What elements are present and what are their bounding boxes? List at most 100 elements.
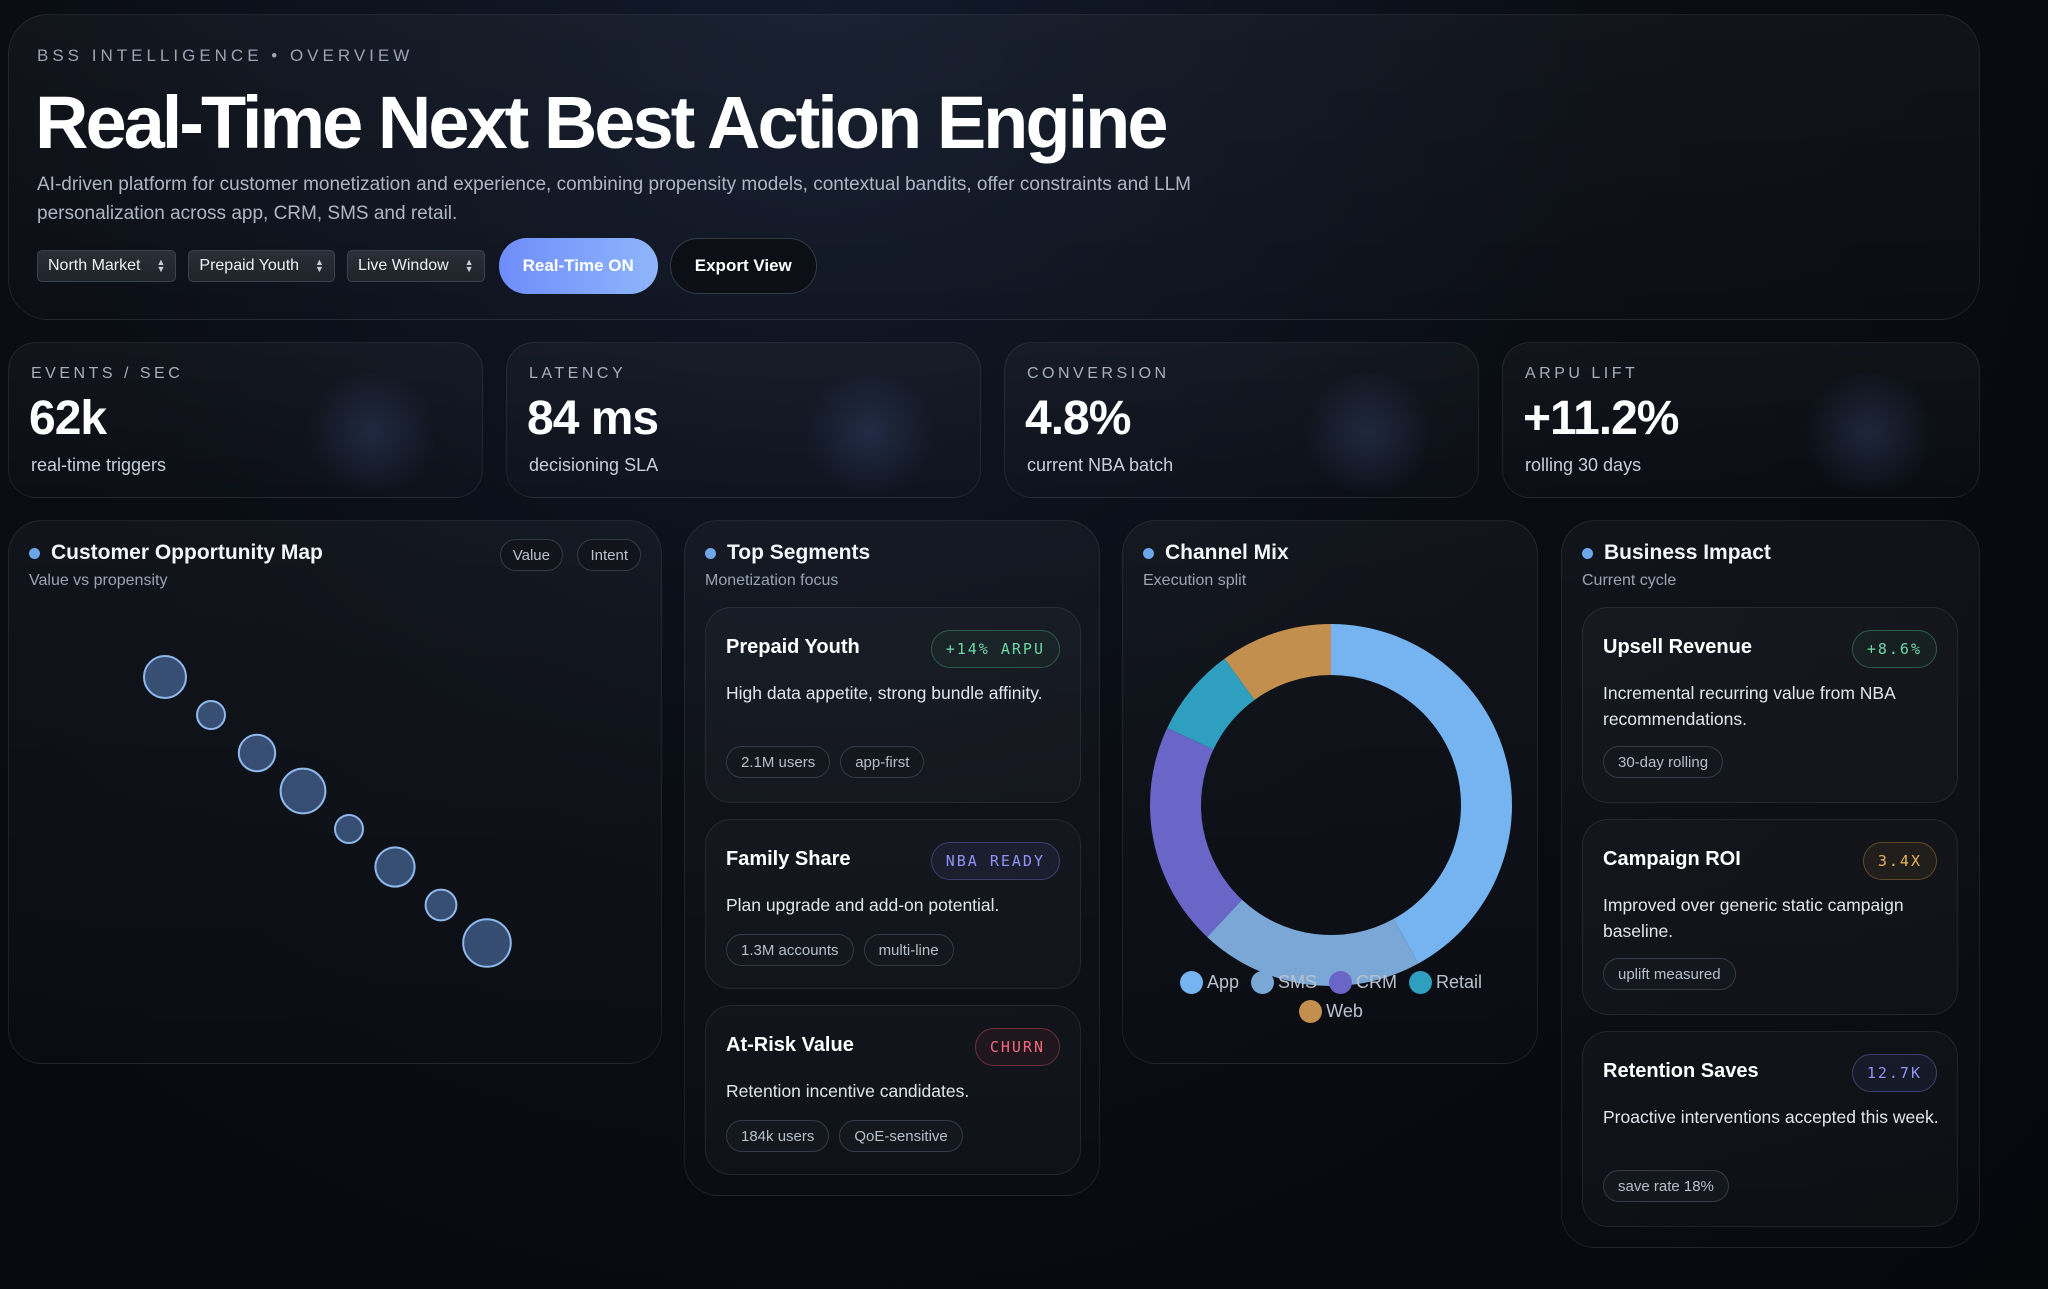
section-dot-icon [1143,548,1154,559]
impact-pill: 30-day rolling [1603,746,1724,778]
impact-title: Upsell Revenue [1603,636,1752,658]
impact-pills: 30-day rolling [1603,746,1733,778]
impact-title: Retention Saves [1603,1060,1759,1082]
segment-card-at-risk[interactable]: At-Risk Value CHURN Retention incentive … [705,1005,1081,1175]
legend-swatch [1250,971,1274,994]
segment-select[interactable]: Prepaid Youth ▲ ▼ [188,250,335,282]
segment-select-value: Prepaid Youth [199,257,300,274]
impact-card-roi[interactable]: Campaign ROI 3.4X Improved over generic … [1582,819,1958,1015]
legend-item-crm: CRM [1329,971,1397,994]
legend-label: App [1206,972,1239,992]
legend-label: SMS [1277,972,1317,992]
kpi-value: 62k [29,392,107,445]
kpi-value: 4.8% [1025,392,1131,445]
impact-badge: 12.7K [1851,1054,1937,1092]
opportunity-map-card: Customer Opportunity Map Value vs propen… [8,520,662,1064]
section-subtitle: Current cycle [1582,572,1677,589]
value-tag[interactable]: Value [499,539,563,571]
control-bar: North Market ▲ ▼ Prepaid Youth ▲ ▼ Live Wi… [37,238,817,294]
kpi-subtext: rolling 30 days [1525,455,1642,475]
impact-description: Improved over generic static campaign ba… [1603,895,1904,941]
donut-slice-sms [1207,899,1419,987]
donut-slice-retail [1167,658,1255,750]
segment-card-family-share[interactable]: Family Share NBA READY Plan upgrade and … [705,819,1081,989]
kpi-label: EVENTS / SEC [31,365,184,382]
segment-pill: 2.1M users [726,746,831,778]
eyebrow: BSS INTELLIGENCE • OVERVIEW [37,46,414,65]
window-select[interactable]: Live Window ▲ ▼ [346,250,485,282]
scatter-point [424,888,458,922]
segment-badge: +14% ARPU [930,630,1060,668]
segment-pills: 184k users QoE-sensitive [726,1120,973,1152]
scatter-point [237,733,277,773]
impact-pill: uplift measured [1603,958,1736,990]
segment-badge: NBA READY [930,842,1060,880]
legend-label: Web [1326,1001,1363,1021]
channel-legend: App SMS CRM Retail Web [1163,971,1499,1023]
intent-tag[interactable]: Intent [577,539,641,571]
scatter-point [462,918,512,968]
segment-pill: 184k users [726,1120,830,1152]
scatter-point [143,655,187,699]
segment-title: Family Share [726,848,851,870]
scatter-point [374,846,416,888]
select-arrows-icon: ▲ ▼ [156,257,166,274]
impact-card-retention[interactable]: Retention Saves 12.7K Proactive interven… [1582,1031,1958,1227]
segment-title: At-Risk Value [726,1034,854,1056]
market-select-value: North Market [48,257,141,274]
legend-swatch [1299,1000,1323,1023]
kpi-subtext: real-time triggers [31,455,167,475]
segment-pills: 2.1M users app-first [726,746,934,778]
kpi-value: +11.2% [1523,392,1679,445]
segment-badge: CHURN [974,1028,1060,1066]
segment-pill: QoE-sensitive [839,1120,963,1152]
opportunity-scatter-chart [143,655,512,968]
card-glow [1298,373,1438,493]
kpi-subtext: current NBA batch [1027,455,1174,475]
select-arrows-icon: ▲ ▼ [315,257,324,274]
section-dot-icon [1582,548,1593,559]
section-subtitle: Value vs propensity [29,572,168,589]
legend-swatch [1179,971,1203,994]
section-title: Top Segments [727,541,871,564]
segment-card-prepaid-youth[interactable]: Prepaid Youth +14% ARPU High data appeti… [705,607,1081,803]
segment-pills: 1.3M accounts multi-line [726,934,964,966]
kpi-label: CONVERSION [1027,365,1170,382]
section-title: Customer Opportunity Map [51,541,323,564]
donut-slice-crm [1150,727,1243,937]
hero-panel: BSS INTELLIGENCE • OVERVIEW Real-Time Ne… [8,14,1980,320]
export-view-button[interactable]: Export View [669,238,817,294]
legend-item-retail: Retail [1409,971,1482,994]
card-glow [1799,373,1939,493]
impact-title: Campaign ROI [1603,848,1741,870]
impact-pill: save rate 18% [1603,1170,1729,1202]
segment-title: Prepaid Youth [726,636,860,658]
impact-card-upsell[interactable]: Upsell Revenue +8.6% Incremental recurri… [1582,607,1958,803]
scatter-point [334,814,364,844]
realtime-toggle-button[interactable]: Real-Time ON [498,238,658,294]
page-description: AI-driven platform for customer monetiza… [37,174,1191,224]
legend-item-app: App [1179,971,1239,994]
section-title: Channel Mix [1165,541,1289,564]
kpi-subtext: decisioning SLA [529,455,659,475]
section-dot-icon [705,548,716,559]
section-subtitle: Monetization focus [705,572,839,589]
kpi-label: ARPU LIFT [1525,365,1639,382]
segment-pill: 1.3M accounts [726,934,854,966]
window-select-value: Live Window [357,257,449,274]
donut-slice-web [1224,624,1331,700]
kpi-label: LATENCY [529,365,627,382]
legend-label: Retail [1436,972,1483,992]
legend-item-web: Web [1299,1000,1363,1023]
market-select[interactable]: North Market ▲ ▼ [37,250,177,282]
impact-description: Incremental recurring value from NBA rec… [1603,683,1895,729]
scatter-point [279,767,327,815]
kpi-value: 84 ms [527,392,659,445]
channel-mix-card: Channel Mix Execution split App SMS CRM Ret… [1122,520,1538,1064]
business-impact-card: Business Impact Current cycle Upsell Rev… [1561,520,1980,1248]
segment-description: Plan upgrade and add-on potential. [726,895,1000,915]
impact-badge: 3.4X [1862,842,1937,880]
kpi-card-events: EVENTS / SEC 62k real-time triggers [8,342,483,498]
section-title: Business Impact [1604,541,1771,564]
card-glow [800,373,940,493]
